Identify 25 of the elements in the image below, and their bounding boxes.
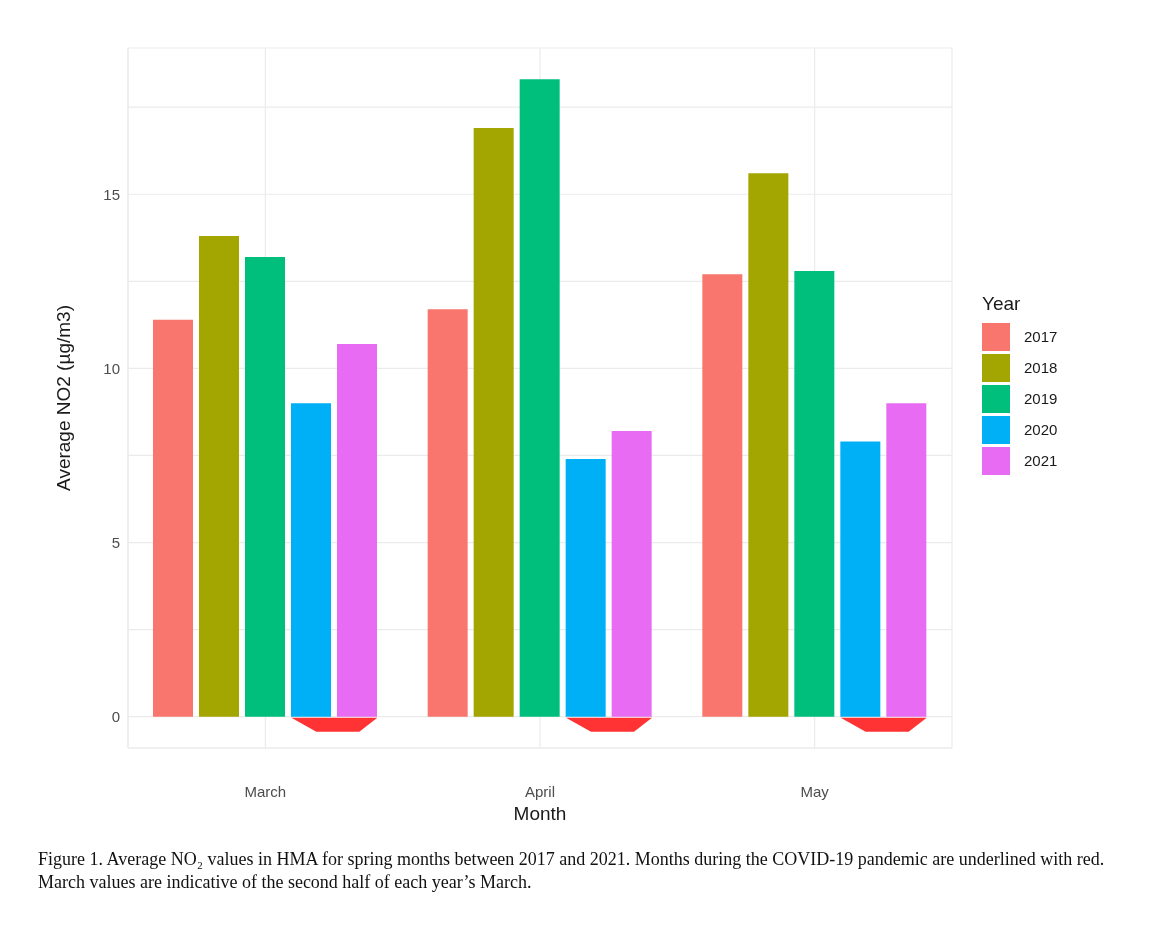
bar (473, 128, 514, 717)
bar (199, 236, 239, 717)
x-tick-label: May (800, 782, 830, 800)
legend-label: 2021 (1024, 452, 1058, 469)
legend-label: 2018 (1024, 359, 1058, 376)
bar (702, 274, 743, 717)
y-tick-label: 0 (111, 707, 120, 725)
y-tick-label: 15 (103, 185, 120, 203)
y-axis-title: Average NO2 (µg/m3) (52, 305, 74, 491)
x-tick-label: April (524, 782, 556, 800)
bar (748, 173, 789, 717)
y-tick-label: 10 (103, 359, 120, 377)
y-tick-label: 5 (111, 533, 120, 551)
legend-label: 2019 (1024, 390, 1058, 407)
bar (519, 79, 560, 717)
legend-label: 2017 (1024, 328, 1058, 345)
x-axis-title: Month (513, 803, 567, 824)
bar (153, 319, 193, 717)
x-tick-label: March (244, 782, 287, 800)
caption: Figure 1. Average NO₂ values in HMA for spring months between 2017 and 2021. Months during the COVID-19 pandemic are underlined with red. March values are indicative of the second half of each year’s March. (37, 848, 1106, 895)
legend-label: 2020 (1024, 421, 1058, 438)
bar (794, 270, 835, 717)
legend-title: Year (982, 293, 1022, 315)
bar (245, 256, 285, 717)
bar (427, 309, 468, 717)
